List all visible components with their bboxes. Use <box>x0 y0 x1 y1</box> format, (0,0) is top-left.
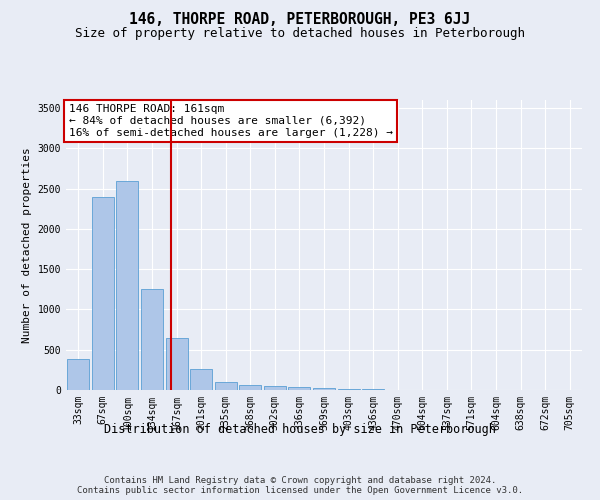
Text: Contains HM Land Registry data © Crown copyright and database right 2024.
Contai: Contains HM Land Registry data © Crown c… <box>77 476 523 495</box>
Text: 146 THORPE ROAD: 161sqm
← 84% of detached houses are smaller (6,392)
16% of semi: 146 THORPE ROAD: 161sqm ← 84% of detache… <box>68 104 392 138</box>
Bar <box>67 358 89 390</box>
Y-axis label: Number of detached properties: Number of detached properties <box>22 147 32 343</box>
Bar <box>264 386 286 390</box>
Bar <box>166 338 188 390</box>
Bar <box>92 198 114 390</box>
Text: 146, THORPE ROAD, PETERBOROUGH, PE3 6JJ: 146, THORPE ROAD, PETERBOROUGH, PE3 6JJ <box>130 12 470 28</box>
Text: Size of property relative to detached houses in Peterborough: Size of property relative to detached ho… <box>75 28 525 40</box>
Bar <box>313 388 335 390</box>
Bar <box>116 182 139 390</box>
Bar <box>239 385 262 390</box>
Bar <box>215 382 237 390</box>
Bar <box>338 389 359 390</box>
Bar <box>289 387 310 390</box>
Bar <box>141 290 163 390</box>
Text: Distribution of detached houses by size in Peterborough: Distribution of detached houses by size … <box>104 422 496 436</box>
Bar <box>190 370 212 390</box>
